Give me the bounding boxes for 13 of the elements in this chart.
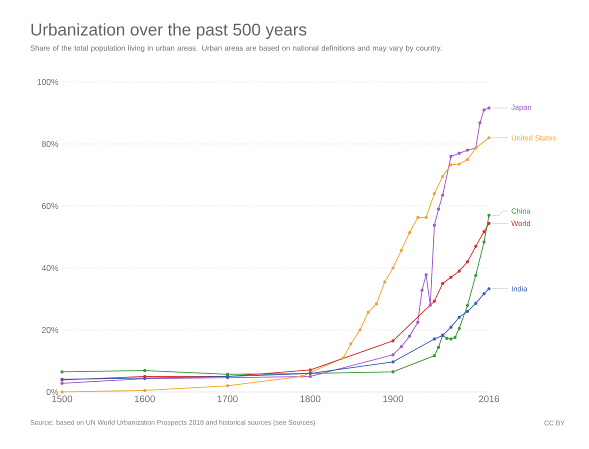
y-tick-label: 20% (42, 326, 58, 333)
y-tick-label: 0% (46, 388, 58, 395)
x-tick-label: 2016 (478, 396, 500, 402)
chart-title: Urbanization over the past 500 years (32, 23, 306, 39)
x-tick-label: 1500 (52, 396, 72, 402)
y-tick-label: 40% (42, 264, 58, 271)
x-tick-label: 1900 (383, 396, 404, 402)
y-tick-label: 60% (42, 202, 58, 209)
y-tick-label: 80% (42, 140, 58, 147)
x-tick-label: 1800 (300, 396, 320, 402)
x-tick-label: 1600 (134, 396, 155, 402)
x-tick-label: 1700 (218, 396, 238, 402)
y-tick-label: 100% (37, 78, 58, 85)
